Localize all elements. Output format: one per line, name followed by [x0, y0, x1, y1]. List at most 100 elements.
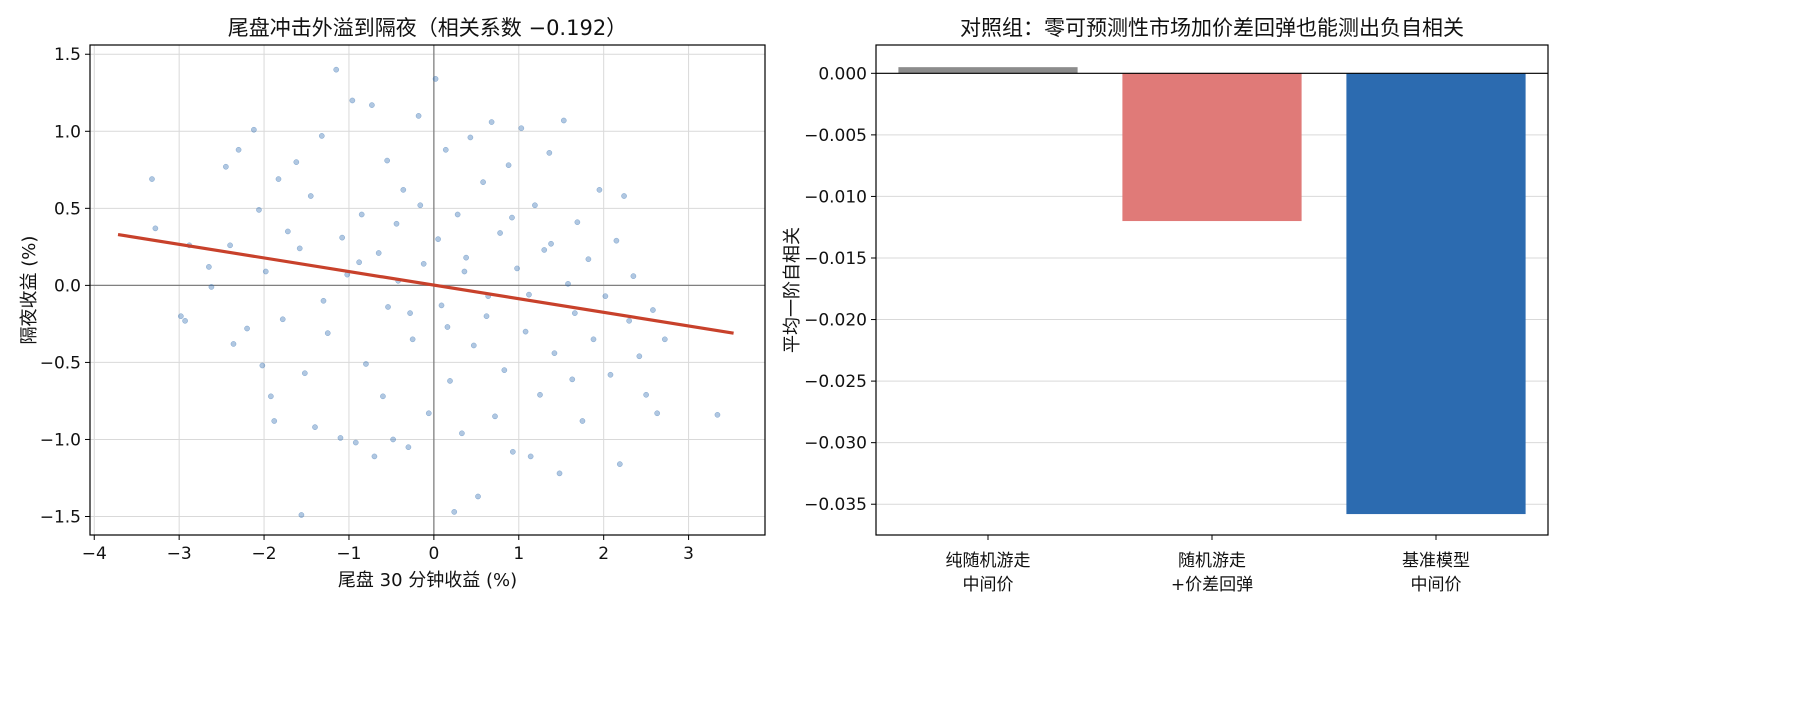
category-label: 中间价 [1411, 575, 1462, 595]
scatter-point [293, 159, 300, 165]
scatter-point [307, 193, 314, 199]
scatter-point [349, 97, 356, 104]
y-tick-label: 1.5 [54, 45, 81, 65]
scatter-point [442, 146, 449, 153]
y-tick-label: −0.030 [804, 434, 867, 454]
y-tick-label: 0.5 [54, 199, 81, 219]
scatter-point [267, 393, 274, 400]
bar [1346, 73, 1526, 515]
scatter-point [654, 410, 661, 417]
scatter-point [206, 264, 212, 270]
scatter-point [259, 362, 266, 369]
scatter-point [459, 430, 465, 437]
scatter-x-axis-label: 尾盘 30 分钟收益 (%) [338, 570, 517, 591]
scatter-point [461, 268, 468, 275]
scatter-point [415, 113, 422, 119]
scatter-point [312, 424, 318, 430]
scatter-point [569, 376, 576, 383]
scatter-point [574, 219, 581, 226]
y-tick-label: −0.005 [804, 126, 867, 146]
scatter-point [244, 325, 250, 332]
scatter-point [505, 162, 512, 169]
scatter-point [352, 439, 359, 446]
scatter-point [235, 146, 242, 153]
scatter-point [298, 512, 305, 518]
scatter-point [271, 418, 278, 424]
scatter-point [551, 350, 558, 357]
scatter-point [339, 234, 346, 241]
scatter-point [488, 119, 495, 125]
x-tick-label: −2 [252, 544, 277, 564]
bar [1122, 73, 1302, 222]
scatter-point [149, 176, 155, 182]
scatter-point [518, 125, 525, 132]
scatter-grid [90, 45, 765, 535]
scatter-point [454, 211, 461, 218]
bars [898, 67, 1526, 515]
bar-y-axis-label: 平均一阶自相关 [782, 227, 803, 353]
scatter-point [390, 436, 396, 443]
scatter-point [661, 336, 668, 343]
y-tick-label: 0.000 [818, 64, 867, 84]
scatter-point [371, 453, 378, 460]
scatter-reference-lines [90, 45, 765, 535]
scatter-point [337, 435, 344, 441]
scatter-points [149, 66, 721, 518]
scatter-point [590, 336, 597, 343]
category-label: 随机游走 [1178, 551, 1246, 571]
scatter-point [407, 310, 413, 316]
scatter-point [616, 461, 623, 467]
y-tick-label: −1.0 [40, 430, 81, 450]
scatter-point [435, 236, 441, 243]
scatter-point [643, 391, 649, 398]
y-tick-label: 1.0 [54, 122, 81, 142]
scatter-point [636, 353, 643, 360]
scatter-point [541, 247, 548, 253]
scatter-point [363, 361, 369, 367]
scatter-point [626, 317, 633, 324]
scatter-point [447, 378, 453, 384]
y-tick-label: −0.5 [40, 353, 81, 373]
scatter-point [596, 186, 603, 193]
scatter-point [227, 242, 233, 249]
x-tick-label: 1 [513, 544, 524, 564]
scatter-point [571, 310, 578, 316]
scatter-point [650, 307, 656, 313]
scatter-point [417, 202, 424, 209]
scatter-point [501, 367, 508, 373]
scatter-point [621, 193, 627, 199]
x-tick-label: 2 [598, 544, 609, 564]
scatter-point [296, 245, 303, 252]
bar-title: 对照组：零可预测性市场加价差回弹也能测出负自相关 [960, 16, 1464, 40]
scatter-x-ticks: −4 −3 −2 −1 0 1 2 3 [82, 535, 694, 564]
scatter-point [208, 284, 215, 290]
scatter-point [560, 117, 567, 124]
y-tick-label: −0.010 [804, 187, 867, 207]
scatter-point [532, 202, 538, 209]
scatter-point [438, 302, 445, 309]
scatter-point [475, 493, 481, 500]
scatter-y-ticks: −1.5 −1.0 −0.5 0.0 0.5 1.0 1.5 [40, 45, 90, 528]
scatter-point [177, 313, 184, 320]
scatter-point [509, 214, 515, 221]
scatter-y-axis-label: 隔夜收益 (%) [19, 236, 40, 345]
scatter-point [630, 273, 637, 279]
scatter-point [483, 313, 490, 320]
scatter-point [514, 265, 520, 272]
x-tick-label: 3 [683, 544, 694, 564]
scatter-point [546, 150, 553, 156]
scatter-point [369, 102, 375, 108]
scatter-point [222, 163, 229, 170]
scatter-point [480, 179, 486, 185]
scatter-point [152, 225, 159, 232]
category-label: +价差回弹 [1171, 575, 1253, 595]
y-tick-label: −0.020 [804, 311, 867, 331]
scatter-point [358, 211, 365, 218]
scatter-point [324, 330, 331, 336]
scatter-point [613, 237, 620, 244]
scatter-point [385, 304, 391, 310]
scatter-point [318, 133, 325, 139]
